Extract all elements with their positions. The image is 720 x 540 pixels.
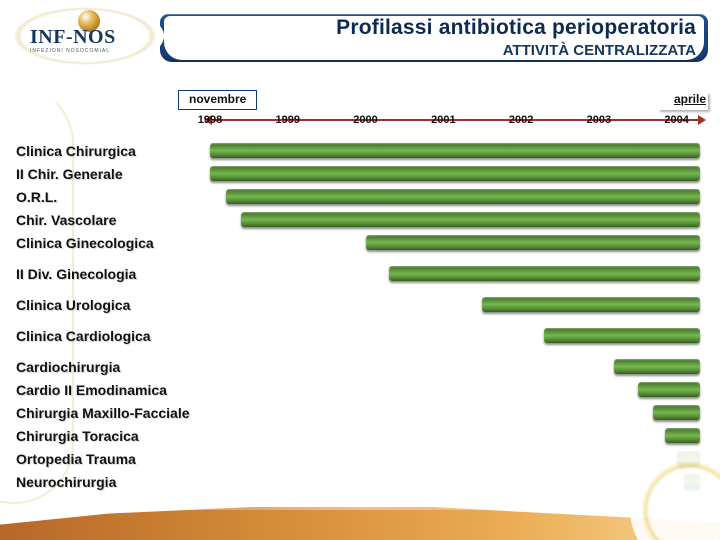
gantt-row	[210, 402, 700, 425]
row-label: Ortopedia Trauma	[16, 448, 216, 471]
gantt-bar	[226, 189, 700, 204]
year-label: 2003	[587, 114, 611, 126]
gantt-row	[210, 186, 700, 209]
row-labels: Clinica ChirurgicaII Chir. GeneraleO.R.L…	[16, 140, 216, 494]
year-label: 1998	[198, 114, 222, 126]
year-label: 2004	[664, 114, 688, 126]
year-label: 2000	[353, 114, 377, 126]
gantt-bar	[210, 143, 700, 158]
gantt-bar	[482, 297, 700, 312]
logo: INF-NOS INFEZIONI NOSOCOMIAL	[6, 4, 164, 68]
row-label: II Div. Ginecologia	[16, 263, 216, 286]
row-label: Clinica Chirurgica	[16, 140, 216, 163]
row-label: Neurochirurgia	[16, 471, 216, 494]
gantt-row	[210, 232, 700, 255]
logo-text: INF-NOS	[30, 26, 116, 49]
gantt-bar	[544, 328, 700, 343]
gantt-bars	[210, 140, 700, 494]
year-label: 2002	[509, 114, 533, 126]
page-subtitle: ATTIVITÀ CENTRALIZZATA	[336, 42, 696, 59]
logo-subtext: INFEZIONI NOSOCOMIAL	[30, 48, 110, 54]
row-label: Clinica Cardiologica	[16, 325, 216, 348]
gantt-row	[210, 379, 700, 402]
year-label: 2001	[431, 114, 455, 126]
gantt-row	[210, 325, 700, 348]
page-title: Profilassi antibiotica perioperatoria	[336, 16, 696, 40]
row-label: Chir. Vascolare	[16, 209, 216, 232]
row-label: O.R.L.	[16, 186, 216, 209]
title-block: Profilassi antibiotica perioperatoria AT…	[336, 16, 696, 59]
gantt-row	[210, 263, 700, 286]
row-label: Clinica Urologica	[16, 294, 216, 317]
row-label: Chirurgia Toracica	[16, 425, 216, 448]
row-label: Cardio II Emodinamica	[16, 379, 216, 402]
gantt-row	[210, 448, 700, 471]
gantt-row	[210, 471, 700, 494]
gantt-bar	[389, 266, 700, 281]
gantt-bar	[638, 382, 700, 397]
axis-arrow-right-icon	[698, 115, 706, 125]
footer-swoosh-highlight	[0, 496, 720, 510]
gantt-bar	[366, 235, 700, 250]
gantt-bar	[614, 359, 700, 374]
gantt-row	[210, 356, 700, 379]
gantt-bar	[665, 428, 700, 443]
row-label: Clinica Ginecologica	[16, 232, 216, 255]
row-label: II Chir. Generale	[16, 163, 216, 186]
gantt-row	[210, 294, 700, 317]
year-label: 1999	[276, 114, 300, 126]
gantt-bar	[653, 405, 700, 420]
gantt-row	[210, 163, 700, 186]
gantt-row	[210, 425, 700, 448]
row-label: Chirurgia Maxillo-Facciale	[16, 402, 216, 425]
period-start-label: novembre	[178, 90, 257, 110]
gantt-row	[210, 140, 700, 163]
period-end-label: aprile	[674, 90, 706, 110]
gantt-bar	[210, 166, 700, 181]
row-label: Cardiochirurgia	[16, 356, 216, 379]
gantt-row	[210, 209, 700, 232]
gantt-bar	[241, 212, 700, 227]
slide: Profilassi antibiotica perioperatoria AT…	[0, 0, 720, 540]
